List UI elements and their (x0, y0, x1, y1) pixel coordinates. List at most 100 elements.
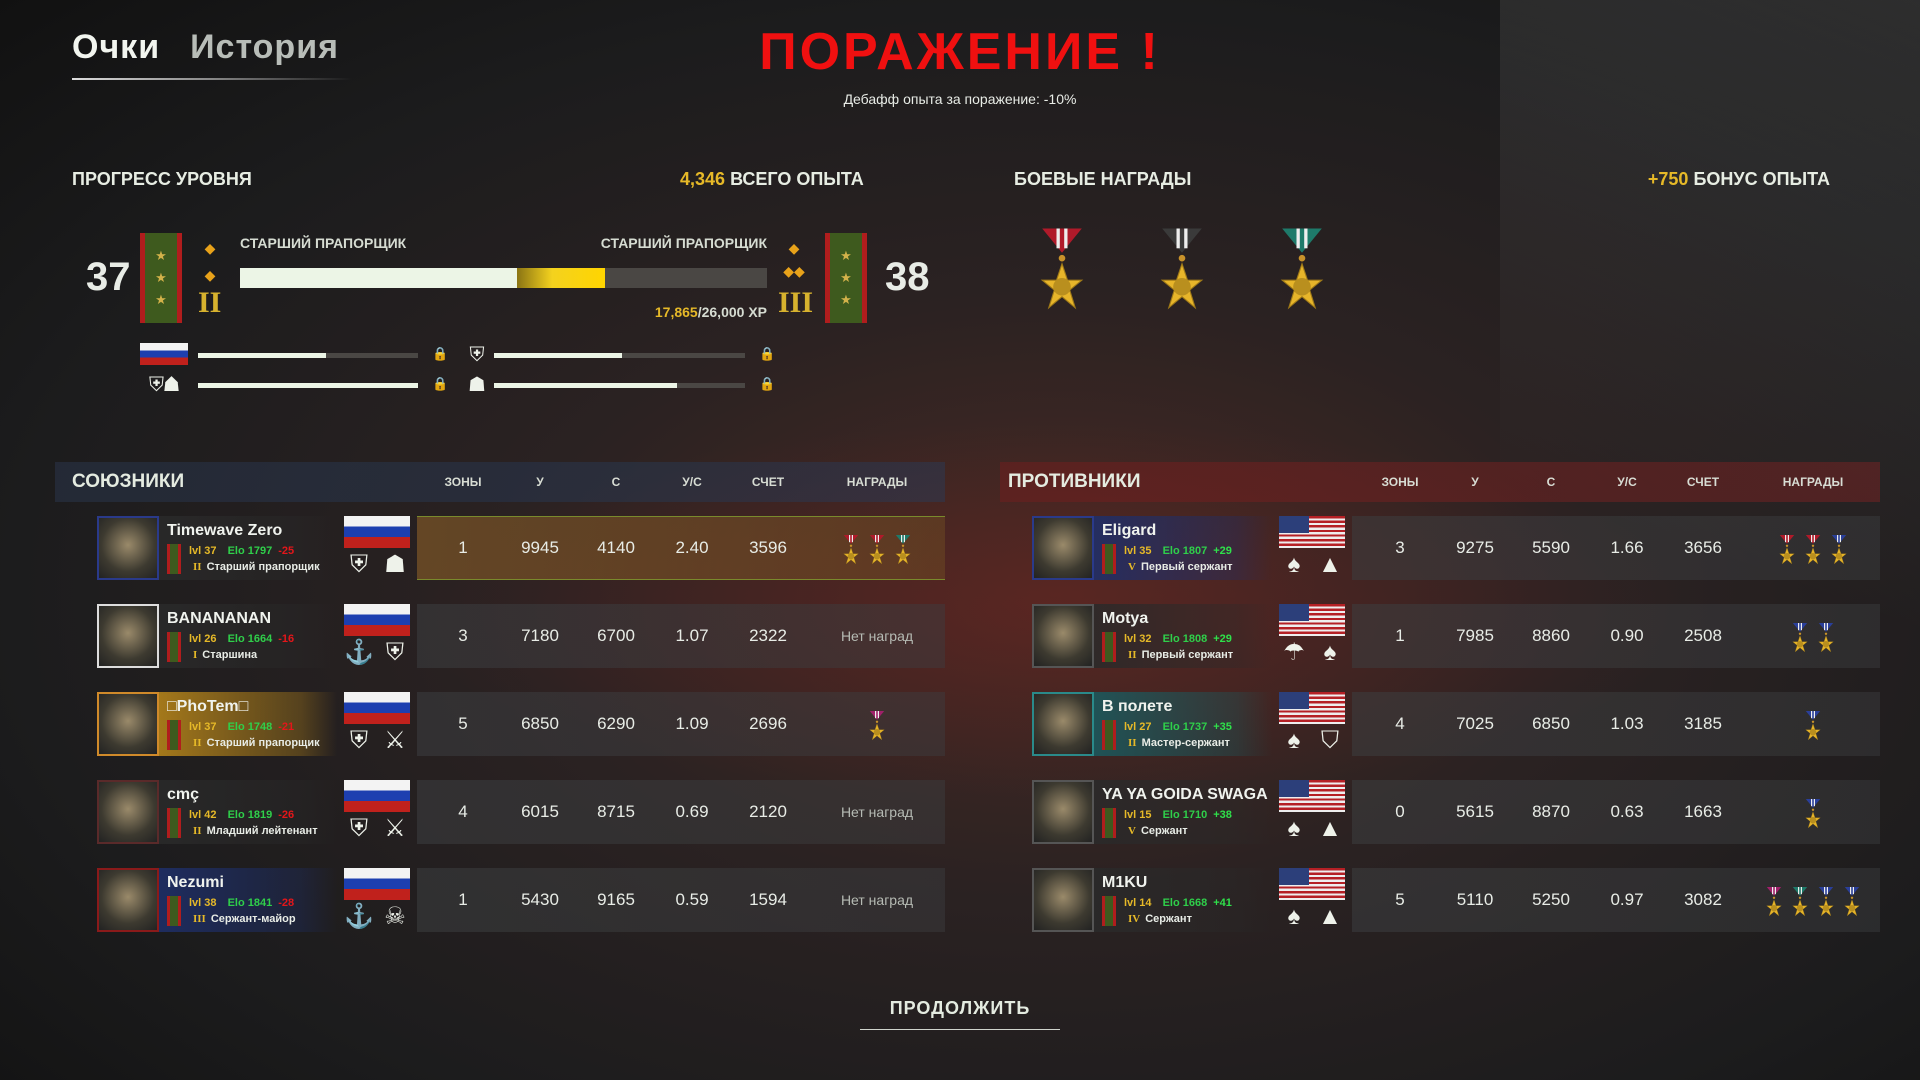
player-row[interactable]: Nezumi lvl 38 Elo 1841 -28 III Сержант-майор… (97, 868, 945, 932)
avatar[interactable] (97, 604, 159, 668)
player-row[interactable]: □PhoTem□ lvl 37 Elo 1748 -21 II Старший прап… (97, 692, 945, 756)
elo-change: +35 (1213, 721, 1232, 733)
player-rank: III Сержант-майор (193, 913, 296, 925)
tab-underline (72, 78, 352, 80)
continue-button[interactable]: ПРОДОЛЖИТЬ (860, 998, 1060, 1030)
award-medal-icon (1804, 535, 1822, 565)
col-awards: НАГРАДЫ (846, 475, 908, 489)
player-name[interactable]: Eligard (1102, 522, 1157, 539)
sub-progress-bar (198, 383, 418, 388)
player-row[interactable]: Motya lvl 32 Elo 1808 +29 II Первый сержант ☂… (1032, 604, 1880, 668)
player-level: lvl 37 (189, 721, 217, 733)
rank-name: Старший прапорщик (206, 737, 320, 749)
tank-unit-icon: ⛨ (469, 344, 485, 366)
player-elo: Elo 1737 (1162, 721, 1208, 733)
player-rank: II Старший прапорщик (193, 737, 320, 749)
col-zones: ЗОНЫ (1381, 475, 1419, 489)
player-row[interactable]: Eligard lvl 35 Elo 1807 +29 V Первый сержант… (1032, 516, 1880, 580)
col-score: СЧЕТ (1686, 475, 1720, 489)
avatar[interactable] (97, 780, 159, 844)
lock-icon: 🔒 (759, 346, 776, 361)
usa-flag-icon (1279, 868, 1345, 900)
stat-kills: 7985 (1456, 626, 1494, 645)
player-row[interactable]: YA YA GOIDA SWAGA lvl 15 Elo 1710 +38 V Серж… (1032, 780, 1880, 844)
rank-insignia-icon (167, 632, 181, 662)
tab-history[interactable]: История (190, 28, 339, 66)
player-awards (1748, 780, 1878, 844)
player-name[interactable]: В полете (1102, 698, 1173, 715)
spearhead-unit-icon: ♠ (1287, 815, 1301, 842)
player-row[interactable]: M1KU lvl 14 Elo 1668 +41 IV Сержант ♠ ▲ 5 5110 52… (1032, 868, 1880, 932)
award-medal-icon (1778, 535, 1796, 565)
triangle-unit-icon: ▲ (1318, 815, 1342, 842)
stat-score: 1594 (749, 890, 787, 909)
stat-score: 1663 (1684, 802, 1722, 821)
parachute-skull-unit-icon: ☠ (384, 903, 406, 930)
tab-score[interactable]: Очки (72, 28, 161, 66)
player-row[interactable]: cmç lvl 42 Elo 1819 -26 II Младший лейтенант… (97, 780, 945, 844)
col-kills: У (1471, 475, 1479, 489)
avatar[interactable] (1032, 868, 1094, 932)
avatar[interactable] (97, 868, 159, 932)
player-awards (812, 516, 942, 580)
stat-kd: 1.07 (675, 626, 709, 645)
unit-icons: ♠ ▲ (1279, 550, 1345, 580)
avatar[interactable] (97, 692, 159, 756)
player-name[interactable]: □PhoTem□ (167, 698, 249, 715)
anchor-unit-icon: ⚓ (344, 903, 374, 930)
player-name[interactable]: cmç (167, 786, 200, 803)
russia-flag-icon (344, 516, 410, 548)
rank-roman: II (193, 561, 202, 573)
rank-insignia-icon (1102, 808, 1116, 838)
player-level: lvl 37 (189, 545, 217, 557)
allies-header: СОЮЗНИКИ ЗОНЫ У С У/С СЧЕТ НАГРАДЫ (55, 462, 945, 502)
player-name[interactable]: BANANANAN (167, 610, 271, 627)
spearhead-unit-icon: ♠ (1287, 551, 1301, 578)
player-row[interactable]: BANANANAN lvl 26 Elo 1664 -16 I Старшина ⚓ ⛨ 3 7… (97, 604, 945, 668)
player-name[interactable]: Motya (1102, 610, 1149, 627)
player-row[interactable]: Timewave Zero lvl 37 Elo 1797 -25 II Старший… (97, 516, 945, 580)
elo-change: -25 (278, 545, 295, 557)
player-level: lvl 32 (1124, 633, 1152, 645)
triangle-unit-icon: ▲ (1318, 903, 1342, 930)
player-elo: Elo 1841 (227, 897, 273, 909)
no-awards-text: Нет наград (840, 892, 914, 908)
total-xp-label: ВСЕГО ОПЫТА (730, 169, 864, 189)
player-stats-line: lvl 42 Elo 1819 -26 (189, 809, 294, 821)
avatar[interactable] (1032, 692, 1094, 756)
player-row[interactable]: В полете lvl 27 Elo 1737 +35 II Мастер-сержа… (1032, 692, 1880, 756)
rank-roman: II (193, 825, 202, 837)
unit-icons: ⛨ ⚔ (344, 726, 410, 756)
stat-deaths: 8870 (1532, 802, 1570, 821)
row-background (417, 868, 945, 932)
elo-change: -21 (278, 721, 295, 733)
rank-name: Мастер-сержант (1141, 737, 1230, 749)
avatar[interactable] (1032, 516, 1094, 580)
unit-icons: ☂ ♠ (1279, 638, 1345, 668)
player-level: lvl 14 (1124, 897, 1152, 909)
next-rank-strap-icon: ★ ★ ★ (825, 233, 867, 323)
stat-score: 2696 (749, 714, 787, 733)
player-awards: Нет наград (812, 604, 942, 668)
player-stats-line: lvl 35 Elo 1807 +29 (1124, 545, 1232, 557)
avatar[interactable] (97, 516, 159, 580)
award-medal-icon (1791, 887, 1809, 917)
award-medal-icon (1765, 887, 1783, 917)
award-medal-icon (868, 535, 886, 565)
sub-progress-fill (198, 383, 418, 388)
col-deaths: С (611, 475, 621, 489)
player-namecard: □PhoTem□ lvl 37 Elo 1748 -21 II Старший прап… (159, 692, 337, 756)
player-level: lvl 42 (189, 809, 217, 821)
rank-insignia-icon (1102, 632, 1116, 662)
player-name[interactable]: M1KU (1102, 874, 1148, 891)
player-awards (812, 692, 942, 756)
unit-icons: ⚓ ⛨ (344, 638, 410, 668)
player-name[interactable]: Timewave Zero (167, 522, 283, 539)
player-name[interactable]: Nezumi (167, 874, 224, 891)
avatar[interactable] (1032, 780, 1094, 844)
result-title: ПОРАЖЕНИЕ ! (759, 23, 1161, 81)
russia-flag-icon (344, 692, 410, 724)
next-level: 38 (885, 255, 930, 299)
player-name[interactable]: YA YA GOIDA SWAGA (1102, 786, 1268, 803)
avatar[interactable] (1032, 604, 1094, 668)
